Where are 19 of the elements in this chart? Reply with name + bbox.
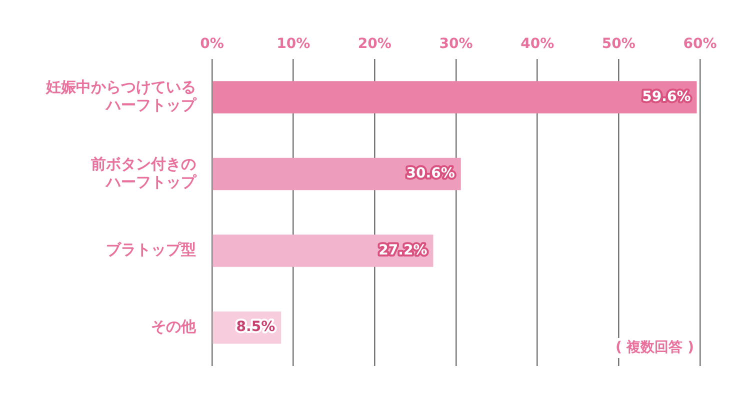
y-tick-label: 妊娠中からつけているハーフトップ (45, 78, 197, 114)
data-label: 27.2% (378, 242, 428, 258)
x-tick-label: 60% (683, 36, 717, 52)
y-tick-label: 前ボタン付きのハーフトップ (90, 154, 197, 191)
x-tick-label: 50% (602, 36, 636, 52)
x-tick-label: 40% (520, 36, 554, 52)
x-tick-label: 20% (358, 36, 392, 52)
y-tick-label: その他 (151, 317, 197, 336)
x-tick-label: 10% (276, 36, 310, 52)
bar (212, 158, 461, 190)
x-tick-label: 30% (439, 36, 473, 52)
x-tick-label: 0% (200, 36, 224, 52)
data-label: 30.6% (406, 166, 455, 182)
annotation: ( 複数回答 ) (615, 338, 694, 356)
bar (212, 234, 434, 267)
bar (212, 81, 697, 114)
y-tick-label: ブラトップ型 (106, 240, 196, 259)
data-label: 8.5% (236, 319, 276, 336)
data-label: 59.6% (642, 88, 691, 105)
